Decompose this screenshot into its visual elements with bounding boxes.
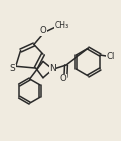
Text: N: N bbox=[49, 64, 56, 73]
Text: O: O bbox=[60, 74, 66, 83]
Text: O: O bbox=[40, 26, 46, 35]
Text: CH₃: CH₃ bbox=[55, 21, 69, 30]
Text: Cl: Cl bbox=[106, 52, 115, 61]
Text: S: S bbox=[10, 64, 16, 73]
